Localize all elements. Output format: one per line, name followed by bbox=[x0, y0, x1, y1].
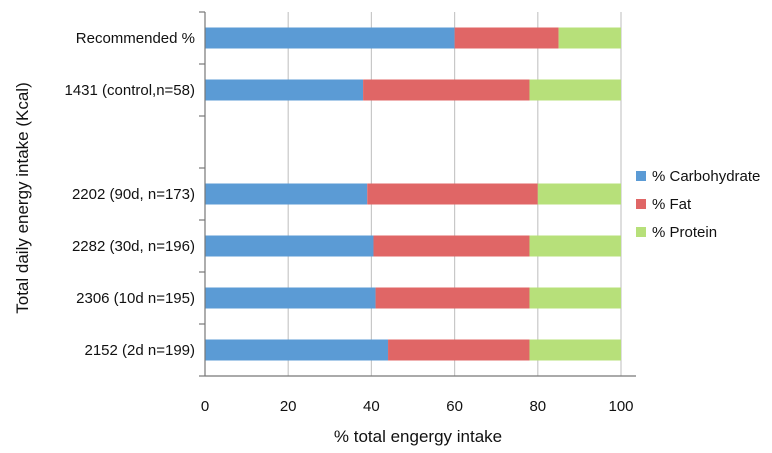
bar-segment bbox=[388, 339, 530, 361]
bar-segment bbox=[205, 235, 374, 257]
bar-segment bbox=[529, 287, 621, 309]
legend-label-fat: % Fat bbox=[652, 196, 692, 213]
y-axis-title: Total daily energy intake (Kcal) bbox=[13, 82, 32, 314]
bars bbox=[205, 27, 621, 361]
bar-segment bbox=[363, 79, 530, 101]
axes bbox=[199, 11, 636, 377]
category-label: 1431 (control,n=58) bbox=[64, 82, 195, 99]
legend-swatch-fat bbox=[636, 199, 646, 209]
legend-label-carbohydrate: % Carbohydrate bbox=[652, 168, 760, 185]
bar-segment bbox=[205, 79, 364, 101]
x-axis-title: % total engergy intake bbox=[334, 427, 502, 446]
x-tick-label: 100 bbox=[608, 398, 633, 415]
x-tick-label: 40 bbox=[363, 398, 380, 415]
bar-segment bbox=[205, 287, 376, 309]
bar-segment bbox=[205, 339, 389, 361]
legend-swatch-protein bbox=[636, 227, 646, 237]
category-label: Recommended % bbox=[76, 30, 195, 47]
x-tick-label: 20 bbox=[280, 398, 297, 415]
x-tick-label: 80 bbox=[529, 398, 546, 415]
bar-segment bbox=[373, 235, 530, 257]
category-labels: Recommended % 1431 (control,n=58) 2202 (90… bbox=[64, 30, 195, 359]
bar-segment bbox=[367, 183, 538, 205]
legend-label-protein: % Protein bbox=[652, 224, 717, 241]
bar-segment bbox=[375, 287, 530, 309]
bar-segment bbox=[537, 183, 621, 205]
legend: % Carbohydrate % Fat % Protein bbox=[636, 168, 760, 241]
bar-segment bbox=[529, 79, 621, 101]
category-label: 2282 (30d, n=196) bbox=[72, 238, 195, 255]
bar-segment bbox=[454, 27, 559, 49]
bar-segment bbox=[205, 27, 455, 49]
legend-swatch-carbohydrate bbox=[636, 171, 646, 181]
x-tick-label: 60 bbox=[446, 398, 463, 415]
category-label: 2306 (10d n=195) bbox=[76, 290, 195, 307]
bar-segment bbox=[529, 235, 621, 257]
category-label: 2202 (90d, n=173) bbox=[72, 186, 195, 203]
bar-segment bbox=[558, 27, 621, 49]
category-label: 2152 (2d n=199) bbox=[84, 342, 195, 359]
bar-segment bbox=[205, 183, 368, 205]
bar-segment bbox=[529, 339, 621, 361]
x-tick-label: 0 bbox=[201, 398, 209, 415]
x-tick-labels: 0 20 40 60 80 100 bbox=[201, 398, 634, 415]
